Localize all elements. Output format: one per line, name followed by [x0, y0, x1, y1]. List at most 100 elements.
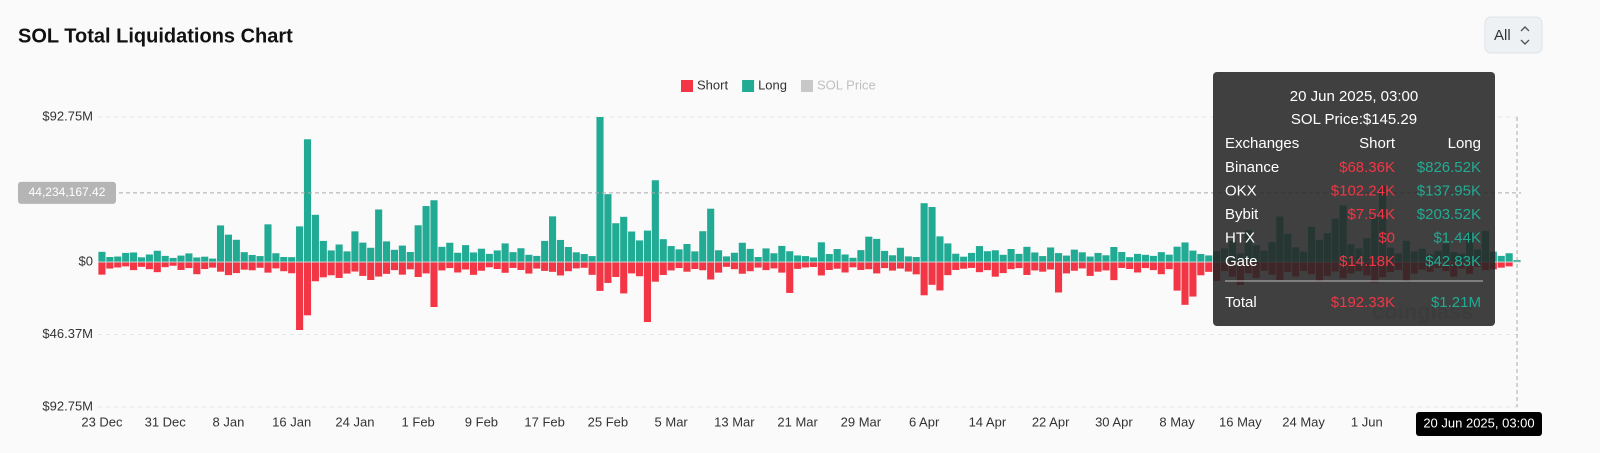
bar	[715, 262, 723, 273]
bar	[888, 255, 897, 262]
range-label[interactable]: All	[1494, 27, 1511, 44]
legend-swatch[interactable]	[681, 80, 693, 92]
bar	[469, 262, 478, 275]
bar	[841, 254, 849, 262]
bar	[414, 262, 422, 278]
bar	[248, 254, 256, 262]
bar	[1054, 262, 1063, 293]
bar	[256, 262, 264, 268]
bar	[873, 262, 881, 274]
bar	[367, 247, 375, 262]
x-tick-label: 9 Feb	[465, 414, 498, 429]
bar	[137, 262, 146, 267]
crosshair-date: 20 Jun 2025, 03:00	[1423, 415, 1534, 430]
bar	[896, 262, 904, 269]
bar	[1141, 262, 1150, 269]
bar	[849, 262, 857, 268]
bar	[264, 262, 272, 273]
bar	[98, 251, 106, 262]
legend-swatch[interactable]	[742, 80, 755, 92]
x-tick-label: 8 May	[1159, 414, 1195, 429]
bar	[303, 139, 312, 262]
bar	[628, 231, 636, 262]
bar	[1134, 253, 1142, 262]
bar	[272, 262, 280, 269]
bar	[485, 253, 493, 262]
bar	[968, 252, 976, 262]
bar	[422, 206, 430, 262]
bar	[1094, 252, 1102, 262]
bar	[406, 262, 414, 270]
bar	[999, 254, 1007, 262]
tooltip-cell: HTX	[1225, 229, 1255, 246]
legend-label[interactable]: Short	[697, 77, 728, 92]
bar	[335, 262, 343, 278]
bar	[209, 258, 217, 262]
x-tick-label: 16 Jan	[272, 414, 311, 429]
bar	[169, 257, 177, 262]
bar	[786, 262, 794, 293]
bar	[620, 216, 628, 262]
bar	[1205, 255, 1213, 262]
x-tick-label: 13 Mar	[714, 414, 755, 429]
bar	[983, 262, 991, 271]
tooltip-cell: Bybit	[1225, 206, 1259, 223]
x-tick-label: 23 Dec	[81, 414, 123, 429]
bar	[145, 262, 153, 270]
bar	[224, 262, 232, 276]
bar	[422, 262, 430, 274]
x-tick-label: 29 Mar	[841, 414, 882, 429]
bar	[1173, 262, 1181, 291]
bar	[580, 262, 588, 268]
legend-swatch[interactable]	[801, 80, 813, 92]
bar	[1134, 262, 1142, 273]
bar	[1181, 242, 1189, 262]
bar	[130, 262, 138, 271]
bar	[264, 224, 272, 262]
bar	[794, 262, 802, 269]
bar	[438, 262, 446, 271]
bar	[722, 256, 731, 262]
bar	[556, 239, 565, 262]
x-tick-label: 16 May	[1219, 414, 1262, 429]
legend-label[interactable]: Long	[758, 77, 787, 92]
y-tick-label: $92.75M	[42, 398, 93, 413]
y-tick-label: $46.37M	[42, 326, 93, 341]
bar	[462, 245, 470, 262]
bar	[1197, 254, 1205, 262]
bar	[809, 262, 818, 268]
bar	[580, 254, 588, 262]
bar	[216, 225, 225, 262]
bar	[1007, 249, 1015, 262]
tooltip-cell: $7.54K	[1347, 206, 1395, 223]
bar	[296, 226, 304, 262]
bar	[541, 262, 549, 271]
range-button[interactable]	[1484, 16, 1543, 54]
bar	[1118, 262, 1126, 268]
range-selector[interactable]: All	[1484, 16, 1543, 54]
tooltip-cell: $826.52K	[1417, 159, 1481, 176]
crosshair-date-bg	[1416, 412, 1542, 436]
bar	[960, 256, 968, 262]
bar	[446, 262, 454, 269]
bar	[746, 262, 754, 272]
bar	[659, 239, 667, 262]
bar	[201, 256, 209, 262]
bar	[952, 262, 960, 270]
bar	[588, 262, 596, 275]
crosshair-label-bg	[18, 181, 116, 204]
bar	[280, 262, 288, 272]
bar	[327, 250, 335, 262]
bar	[1031, 252, 1039, 262]
bar	[667, 246, 675, 262]
bar	[414, 225, 422, 262]
bar	[596, 117, 604, 262]
bar	[604, 194, 612, 262]
bar	[280, 256, 288, 262]
bar	[477, 248, 485, 262]
tooltip-cell: $1.44K	[1433, 229, 1481, 246]
tooltip-cell: Gate	[1225, 253, 1258, 270]
bar	[240, 252, 248, 262]
legend-label[interactable]: SOL Price	[817, 77, 876, 92]
